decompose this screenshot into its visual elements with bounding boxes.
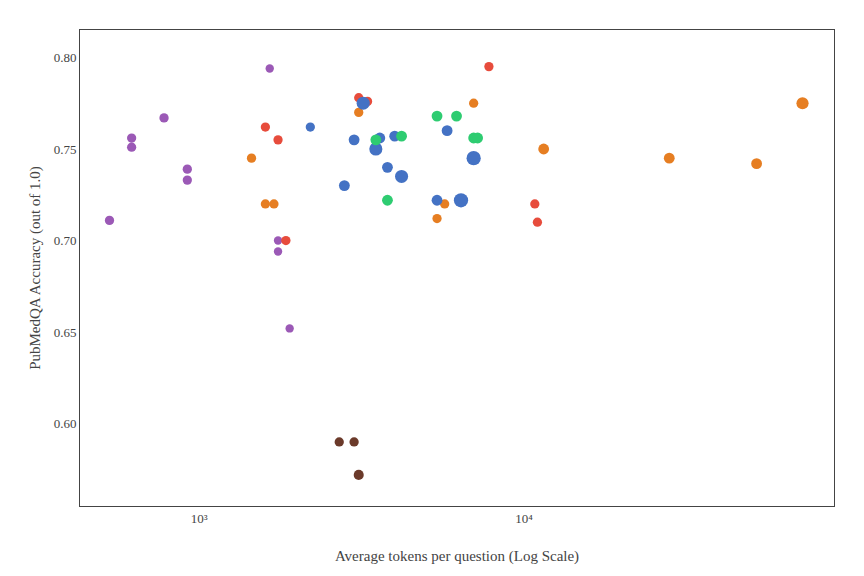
svg-text:0.75: 0.75	[54, 142, 77, 157]
svg-text:0.60: 0.60	[54, 416, 77, 431]
svg-text:0.80: 0.80	[54, 50, 77, 65]
svg-text:10³: 10³	[191, 511, 208, 526]
svg-text:0.65: 0.65	[54, 325, 77, 340]
svg-text:PubMedQA Accuracy (out of 1.0): PubMedQA Accuracy (out of 1.0)	[27, 166, 44, 370]
svg-text:10⁴: 10⁴	[515, 511, 533, 526]
svg-text:Average tokens per question (L: Average tokens per question (Log Scale)	[335, 548, 579, 565]
svg-text:0.70: 0.70	[54, 233, 77, 248]
